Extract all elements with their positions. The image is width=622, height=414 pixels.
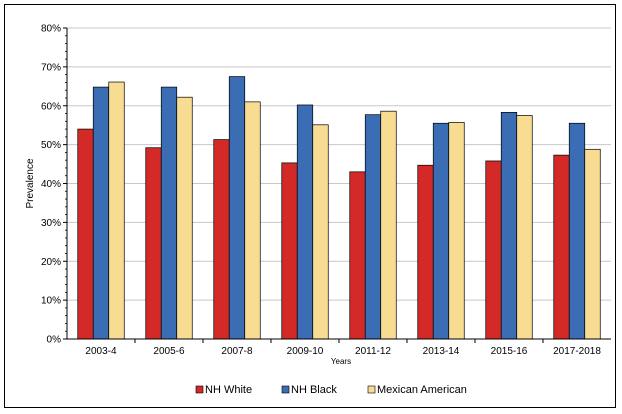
bar <box>432 122 450 340</box>
bar <box>312 124 329 340</box>
bar <box>281 162 298 340</box>
bar <box>108 81 125 340</box>
bar <box>176 96 193 340</box>
bar <box>516 115 533 340</box>
legend-swatch <box>281 385 290 394</box>
legend-swatch <box>367 385 376 394</box>
y-tick-label: 0% <box>47 335 62 346</box>
bar <box>553 154 570 340</box>
y-tick-label: 30% <box>41 218 61 229</box>
bar <box>417 164 434 340</box>
y-tick-label: 80% <box>41 24 61 35</box>
bar <box>296 104 314 340</box>
y-tick-label: 60% <box>41 101 61 112</box>
y-tick-label: 10% <box>41 296 61 307</box>
y-tick-label: 50% <box>41 140 61 151</box>
bar <box>145 147 162 340</box>
y-tick-label: 40% <box>41 179 61 190</box>
bar <box>568 122 586 340</box>
bars <box>77 76 601 340</box>
legend-label: NH Black <box>291 384 337 396</box>
bar <box>349 171 366 340</box>
x-tick-label: 2009-10 <box>287 346 324 357</box>
legend-item: NH Black <box>281 384 337 396</box>
x-axis-title: Years <box>331 357 351 366</box>
y-axis-title: Prevalence <box>25 158 36 208</box>
y-tick-label: 20% <box>41 257 61 268</box>
x-tick-label: 2015-16 <box>491 346 528 357</box>
bar <box>448 122 465 340</box>
axes <box>63 27 611 343</box>
legend-swatch <box>195 385 204 394</box>
x-tick-label: 2017-2018 <box>553 346 601 357</box>
bar <box>160 86 178 340</box>
x-tick-label: 2003-4 <box>85 346 117 357</box>
x-tick-label: 2005-6 <box>153 346 185 357</box>
bar <box>244 101 261 340</box>
bar <box>77 128 94 340</box>
bar <box>500 112 518 340</box>
legend-item: Mexican American <box>367 384 467 396</box>
x-tick-label: 2011-12 <box>355 346 391 357</box>
legend-item: NH White <box>195 384 252 396</box>
x-tick-label: 2007-8 <box>221 346 253 357</box>
bar <box>228 76 246 340</box>
legend-label: Mexican American <box>377 384 467 396</box>
y-tick-label: 70% <box>41 62 61 73</box>
bar <box>364 114 382 340</box>
legend-label: NH White <box>205 384 252 396</box>
bar <box>584 148 601 340</box>
bar <box>485 160 502 340</box>
x-tick-labels: 2003-4 2005-6 2007-8 2009-10 2011-12 2013-14 2… <box>85 346 601 357</box>
bar <box>92 86 110 340</box>
bar <box>213 139 230 340</box>
bar <box>380 110 397 340</box>
legend: NH White NH Black Mexican American <box>195 384 467 396</box>
x-tick-label: 2013-14 <box>423 346 460 357</box>
y-tick-labels: 0% 10% 20% 30% 40% 50% 60% 70% 80% <box>41 24 61 346</box>
